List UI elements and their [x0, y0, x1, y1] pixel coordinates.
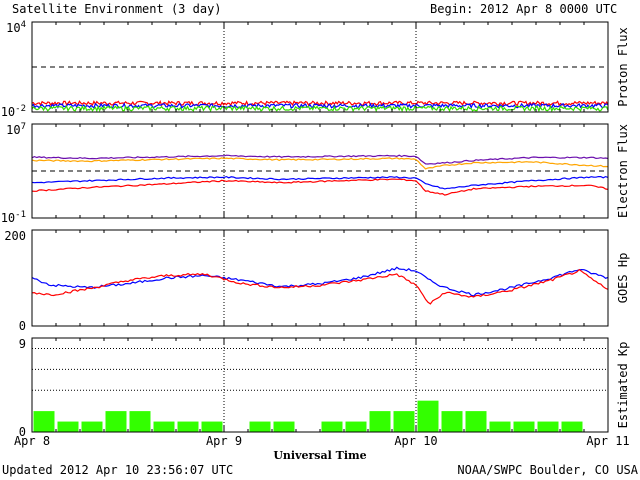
chart-title: Satellite Environment (3 day)	[12, 2, 222, 16]
goes-hp-frame	[31, 229, 609, 327]
begin-value: 2012 Apr 8 0000 UTC	[480, 2, 617, 16]
kp-bar	[105, 411, 127, 432]
x-tick-apr11: Apr 11	[586, 434, 629, 448]
kp-bar	[201, 421, 223, 432]
goes-hp-y-axis-label: GOES Hp	[616, 253, 630, 304]
estimated-kp-y-tick-top: 9	[19, 337, 26, 351]
begin-label: Begin:	[430, 2, 473, 16]
x-tick-apr9: Apr 9	[206, 434, 242, 448]
electron-flux-y-tick-bottom: 10-1	[1, 210, 26, 225]
kp-bar	[57, 421, 79, 432]
kp-bar	[441, 411, 463, 432]
electron-flux-red-series	[31, 178, 609, 196]
kp-bar	[537, 421, 559, 432]
electron-flux-panel: 107 10-1 Electron Flux	[1, 122, 630, 225]
goes-hp-red-series	[31, 268, 609, 305]
goes-hp-panel: 200 0 GOES Hp	[4, 229, 630, 333]
kp-bar	[177, 421, 199, 432]
goes-hp-y-tick-top: 200	[4, 229, 26, 243]
electron-flux-purple-series	[31, 154, 609, 165]
kp-bar	[393, 411, 415, 432]
x-tick-apr10: Apr 10	[394, 434, 437, 448]
source-credit: NOAA/SWPC Boulder, CO USA	[457, 463, 638, 477]
updated-timestamp: Updated 2012 Apr 10 23:56:07 UTC	[2, 463, 233, 477]
kp-bar	[129, 411, 151, 432]
proton-flux-panel: 104 10-2 Proton Flux	[1, 20, 630, 119]
proton-flux-red-series	[31, 99, 609, 107]
proton-flux-y-tick-bottom: 10-2	[1, 104, 26, 119]
x-axis-label: Universal Time	[273, 449, 366, 462]
electron-flux-y-axis-label: Electron Flux	[616, 124, 630, 218]
kp-bar	[345, 421, 367, 432]
kp-bar	[321, 421, 343, 432]
kp-bar	[273, 421, 295, 432]
estimated-kp-y-axis-label: Estimated Kp	[616, 342, 630, 429]
proton-flux-y-axis-label: Proton Flux	[616, 27, 630, 106]
kp-bar	[417, 400, 439, 432]
estimated-kp-panel: 9 0 Estimated Kp	[19, 337, 630, 439]
electron-flux-blue-series	[31, 175, 609, 190]
electron-flux-orange-series	[31, 157, 609, 170]
kp-bar	[489, 421, 511, 432]
kp-bar	[561, 421, 583, 432]
kp-bar	[153, 421, 175, 432]
x-tick-apr8: Apr 8	[14, 434, 50, 448]
proton-flux-y-tick-top: 104	[6, 20, 26, 35]
kp-bar	[81, 421, 103, 432]
kp-bar	[369, 411, 391, 432]
goes-hp-y-tick-bottom: 0	[19, 319, 26, 333]
kp-bar	[513, 421, 535, 432]
electron-flux-y-tick-top: 107	[6, 122, 26, 137]
kp-bar	[249, 421, 271, 432]
goes-hp-blue-series	[31, 266, 609, 297]
estimated-kp-y-tick-bottom: 0	[19, 425, 26, 439]
kp-bar	[33, 411, 55, 432]
kp-bar	[465, 411, 487, 432]
